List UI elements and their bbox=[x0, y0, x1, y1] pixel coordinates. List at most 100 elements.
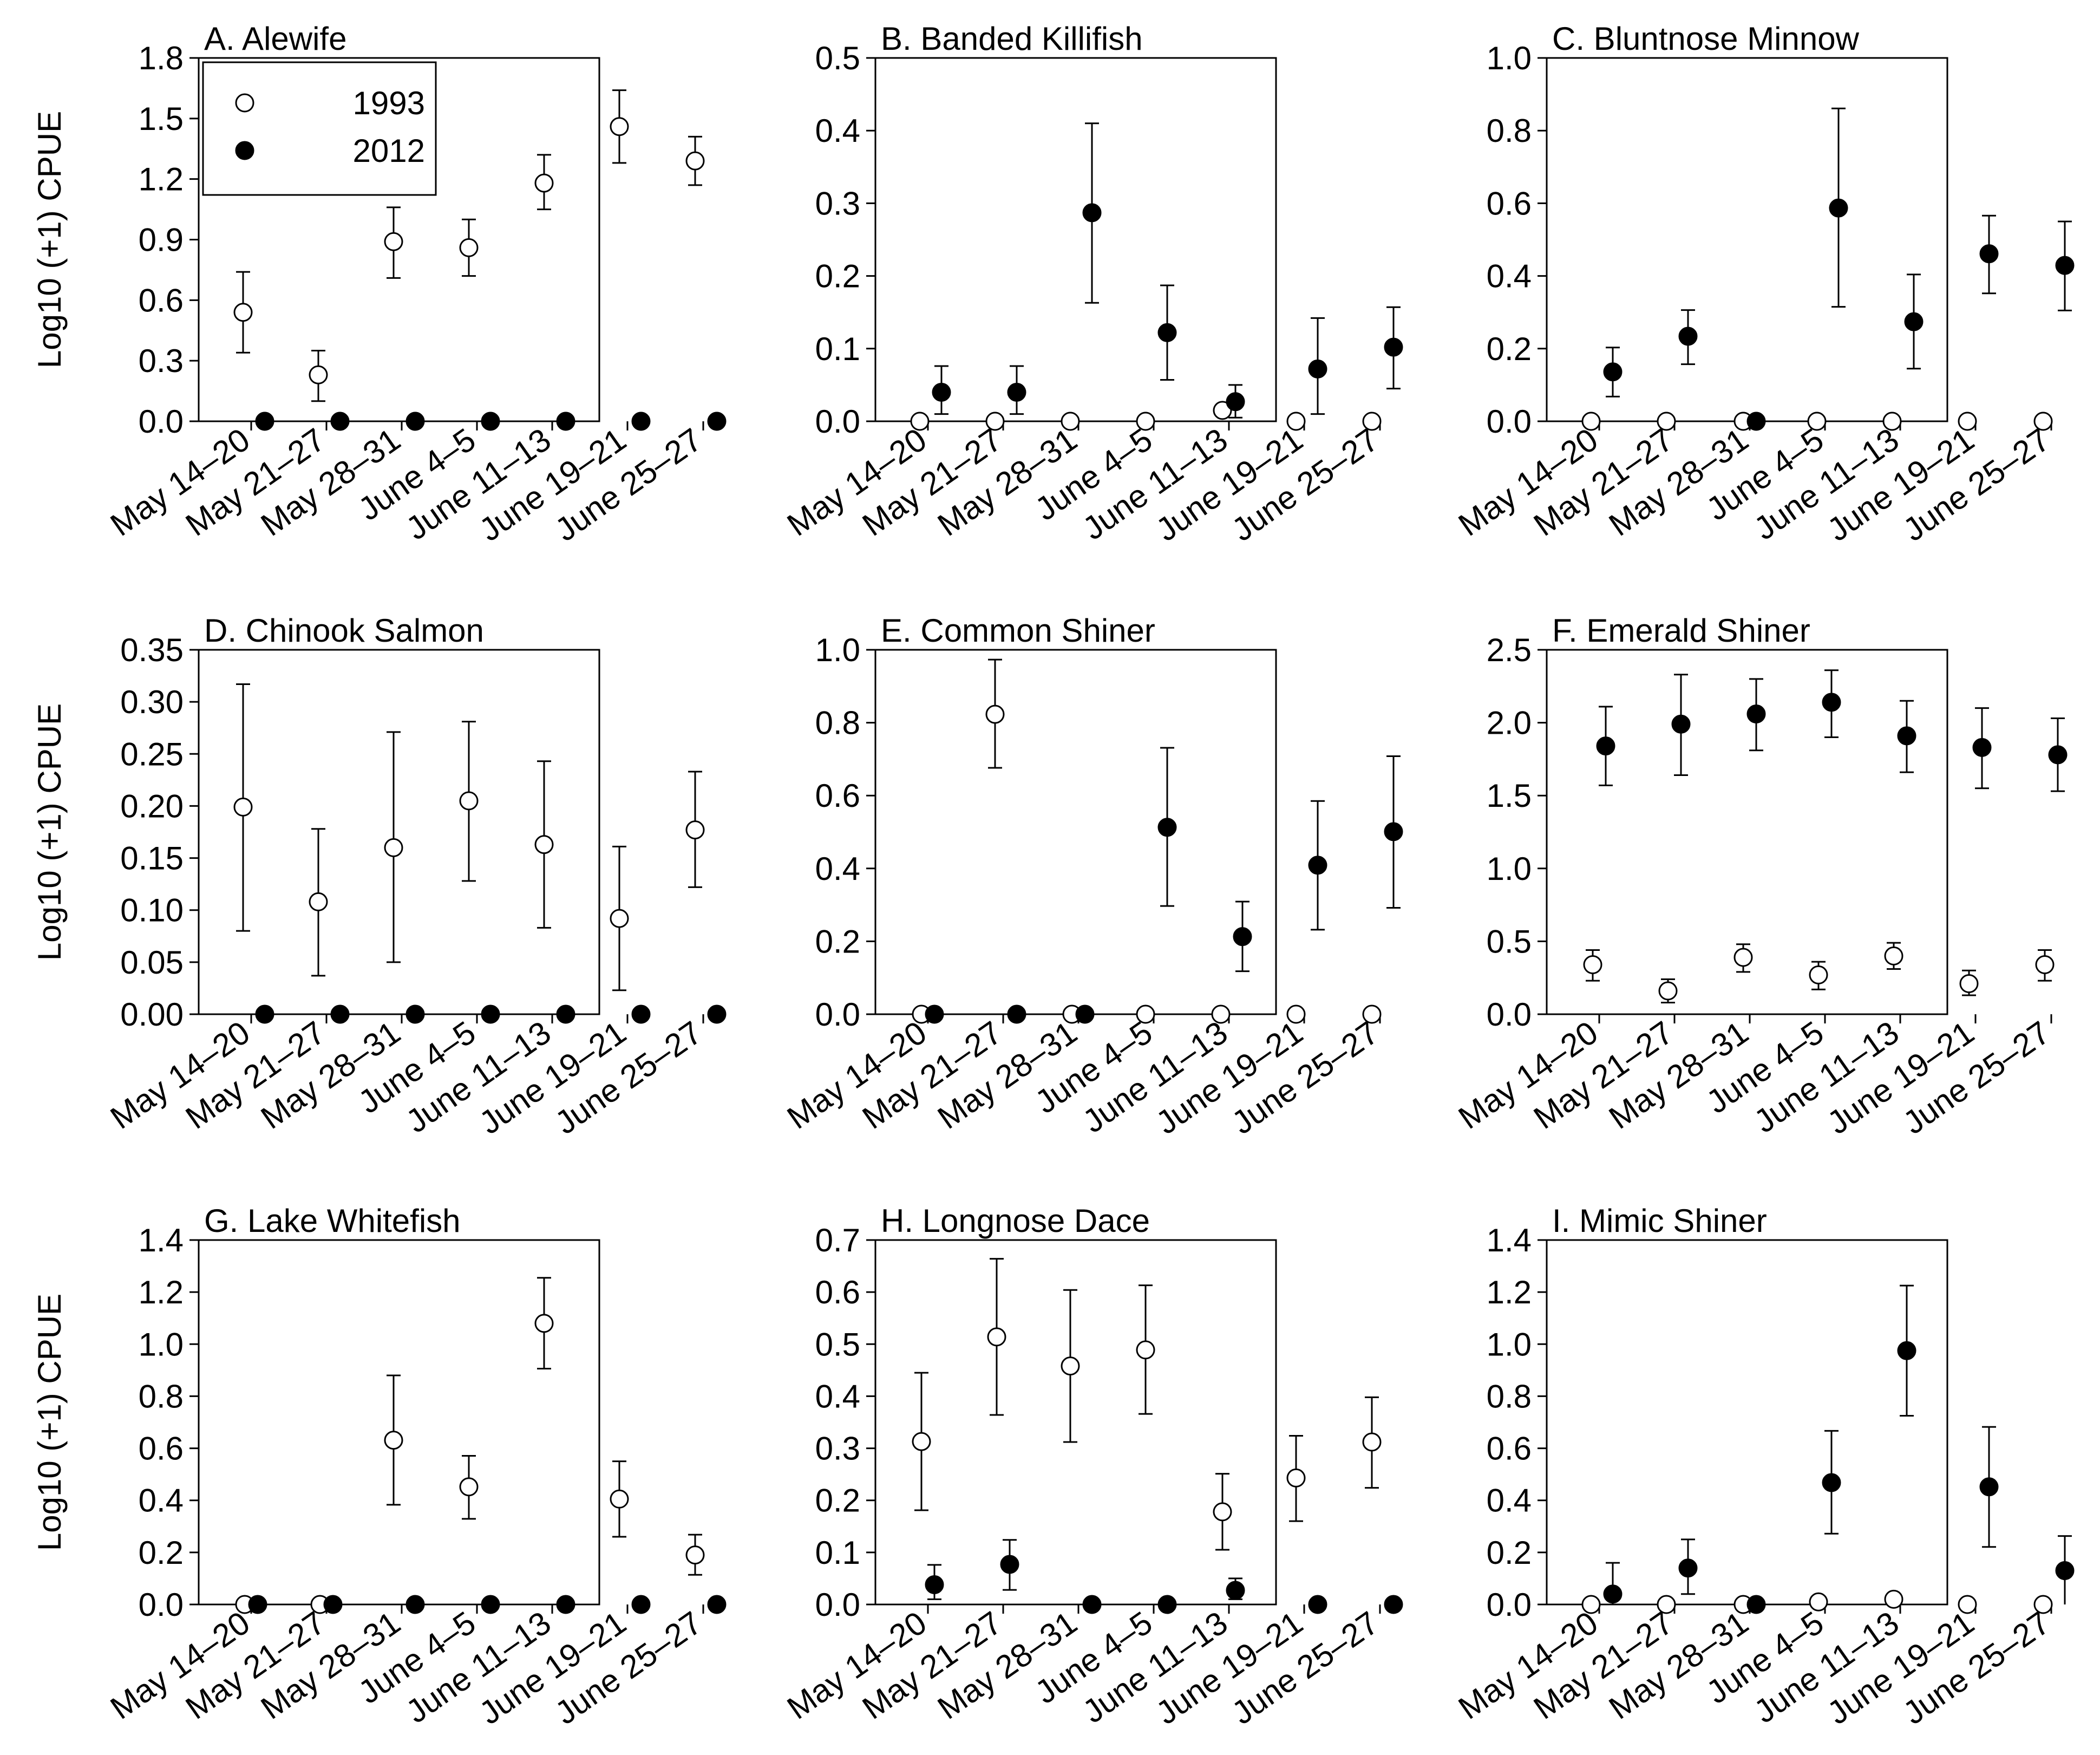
y-tick-label: 0.0 bbox=[1487, 403, 1532, 440]
y-tick-label: 0.2 bbox=[139, 1535, 184, 1571]
data-point-1993 bbox=[534, 1314, 554, 1333]
data-point-1993 bbox=[1583, 955, 1602, 974]
data-point-1993 bbox=[384, 838, 403, 857]
data-point-2012 bbox=[1007, 1004, 1026, 1024]
chart-title: G. Lake Whitefish bbox=[204, 1203, 461, 1239]
data-point-1993 bbox=[1286, 1004, 1306, 1024]
y-tick-label: 2.5 bbox=[1487, 632, 1532, 668]
data-point-1993 bbox=[610, 1489, 629, 1509]
data-point-2012 bbox=[1746, 412, 1766, 431]
chart-title: H. Longnose Dace bbox=[881, 1203, 1150, 1239]
y-tick-label: 1.0 bbox=[139, 1326, 184, 1362]
data-point-1993 bbox=[1733, 948, 1753, 967]
data-point-1993 bbox=[1884, 1589, 1903, 1609]
data-point-2012 bbox=[405, 1004, 425, 1024]
plot-frame bbox=[198, 649, 600, 1015]
y-tick-label: 0.20 bbox=[120, 788, 184, 824]
y-tick-label: 0.30 bbox=[120, 684, 184, 720]
y-tick-label: 0.8 bbox=[1487, 1378, 1532, 1414]
data-point-2012 bbox=[323, 1595, 343, 1614]
y-tick-label: 0.8 bbox=[139, 1378, 184, 1414]
chart-panel-b: B. Banded Killifish0.00.10.20.30.40.5May… bbox=[781, 21, 1403, 549]
data-point-2012 bbox=[1897, 1341, 1916, 1360]
data-point-2012 bbox=[1233, 927, 1252, 947]
data-point-2012 bbox=[1678, 1558, 1698, 1578]
plot-frame bbox=[1546, 649, 1948, 1015]
y-tick-label: 0.1 bbox=[815, 1535, 860, 1571]
data-point-1993 bbox=[384, 232, 403, 251]
data-point-2012 bbox=[330, 412, 350, 431]
data-point-2012 bbox=[1603, 362, 1623, 382]
y-tick-label: 0.10 bbox=[120, 892, 184, 929]
y-tick-label: 0.2 bbox=[1487, 331, 1532, 367]
y-tick-label: 0.3 bbox=[815, 185, 860, 221]
data-point-2012 bbox=[556, 1004, 575, 1024]
data-point-1993 bbox=[1657, 1595, 1676, 1614]
data-point-2012 bbox=[556, 1595, 575, 1614]
data-point-1993 bbox=[384, 1431, 403, 1450]
y-tick-label: 0.4 bbox=[815, 851, 860, 887]
data-point-2012 bbox=[1308, 359, 1327, 379]
y-axis-label: Log10 (+1) CPUE bbox=[31, 703, 68, 961]
y-tick-label: 0.2 bbox=[815, 1483, 860, 1519]
data-point-2012 bbox=[405, 1595, 425, 1614]
data-point-1993 bbox=[2035, 955, 2055, 974]
data-point-2012 bbox=[707, 1004, 727, 1024]
data-point-2012 bbox=[330, 1004, 350, 1024]
data-point-1993 bbox=[1061, 1356, 1080, 1376]
y-tick-label: 0.6 bbox=[1487, 1431, 1532, 1467]
data-point-1993 bbox=[1286, 412, 1306, 431]
legend-marker-1993 bbox=[235, 93, 254, 113]
data-point-2012 bbox=[405, 412, 425, 431]
y-tick-label: 0.8 bbox=[815, 705, 860, 741]
data-point-1993 bbox=[1581, 1595, 1601, 1614]
data-point-1993 bbox=[685, 820, 705, 840]
y-tick-label: 0.6 bbox=[815, 778, 860, 814]
data-point-1993 bbox=[1136, 1340, 1155, 1360]
data-point-2012 bbox=[2048, 745, 2068, 765]
data-point-1993 bbox=[1136, 412, 1155, 431]
y-tick-label: 1.2 bbox=[139, 161, 184, 198]
y-tick-label: 0.4 bbox=[815, 1378, 860, 1414]
data-point-2012 bbox=[556, 412, 575, 431]
data-point-1993 bbox=[1809, 965, 1828, 984]
y-tick-label: 0.2 bbox=[1487, 1535, 1532, 1571]
data-point-1993 bbox=[309, 365, 328, 384]
y-tick-label: 0.35 bbox=[120, 632, 184, 668]
data-point-1993 bbox=[912, 1432, 931, 1451]
plot-frame bbox=[1546, 1239, 1948, 1606]
y-tick-label: 0.00 bbox=[120, 996, 184, 1033]
data-point-1993 bbox=[1286, 1468, 1306, 1487]
data-point-1993 bbox=[2033, 1595, 2053, 1614]
data-point-1993 bbox=[1362, 412, 1382, 431]
y-tick-label: 0.25 bbox=[120, 736, 184, 772]
data-point-1993 bbox=[610, 909, 629, 928]
y-tick-label: 0.3 bbox=[815, 1431, 860, 1467]
chart-panel-h: H. Longnose Dace 0.0 0.1 0.2 0.3 0.4 0.5 0.6 0.7… bbox=[781, 1203, 1403, 1732]
y-tick-label: 0.0 bbox=[1487, 996, 1532, 1033]
y-tick-label: 0.0 bbox=[139, 1587, 184, 1623]
y-tick-label: 1.0 bbox=[1487, 40, 1532, 76]
data-point-2012 bbox=[1671, 714, 1691, 734]
legend-marker-2012 bbox=[235, 141, 254, 160]
data-point-2012 bbox=[1226, 1581, 1245, 1600]
y-tick-label: 0.5 bbox=[1487, 923, 1532, 960]
data-point-2012 bbox=[1075, 1004, 1095, 1024]
data-point-1993 bbox=[1657, 412, 1676, 431]
y-tick-label: 0.6 bbox=[1487, 185, 1532, 221]
y-tick-label: 0.0 bbox=[815, 996, 860, 1033]
data-point-1993 bbox=[1958, 412, 1977, 431]
data-point-1993 bbox=[1959, 974, 1979, 993]
chart-panel-i: I. Mimic Shiner0.00.20.40.60.81.01.21.4M… bbox=[1452, 1203, 2075, 1732]
y-tick-label: 1.5 bbox=[1487, 778, 1532, 814]
y-tick-label: 1.2 bbox=[139, 1274, 184, 1310]
plot-frame bbox=[198, 1239, 600, 1606]
data-point-1993 bbox=[985, 704, 1005, 724]
y-tick-label: 0.4 bbox=[1487, 1483, 1532, 1519]
y-tick-label: 0.2 bbox=[815, 258, 860, 295]
data-point-1993 bbox=[1211, 1004, 1231, 1024]
data-point-2012 bbox=[1308, 856, 1327, 875]
y-tick-label: 0.4 bbox=[1487, 258, 1532, 295]
